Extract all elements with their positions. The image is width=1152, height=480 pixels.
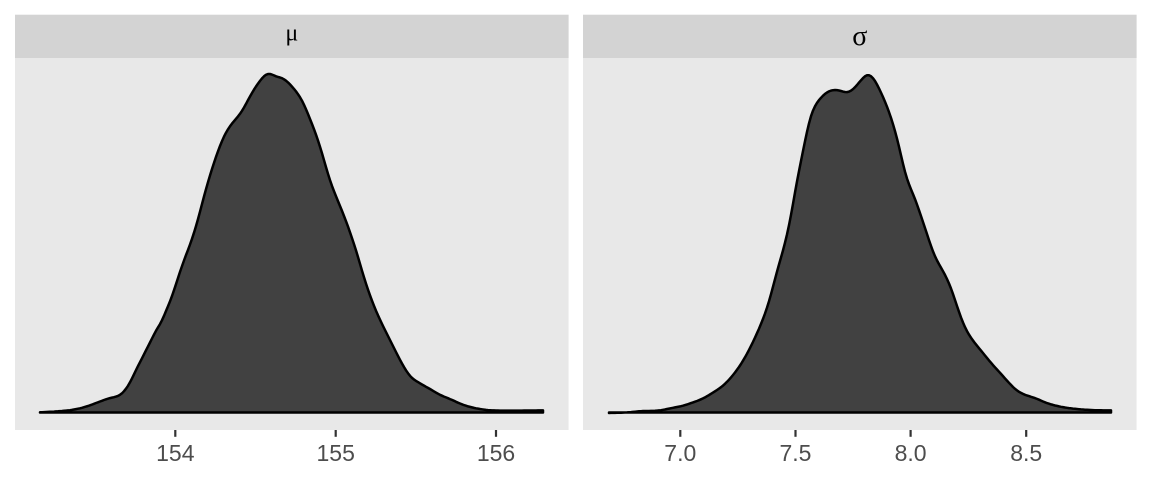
svg-text:156: 156 xyxy=(477,440,515,466)
svg-text:8.5: 8.5 xyxy=(1010,440,1042,466)
svg-text:155: 155 xyxy=(317,440,355,466)
svg-text:σ: σ xyxy=(852,21,867,52)
svg-text:7.0: 7.0 xyxy=(664,440,696,466)
svg-text:8.0: 8.0 xyxy=(895,440,927,466)
svg-text:μ: μ xyxy=(285,20,298,46)
svg-text:7.5: 7.5 xyxy=(780,440,812,466)
svg-text:154: 154 xyxy=(156,440,195,466)
